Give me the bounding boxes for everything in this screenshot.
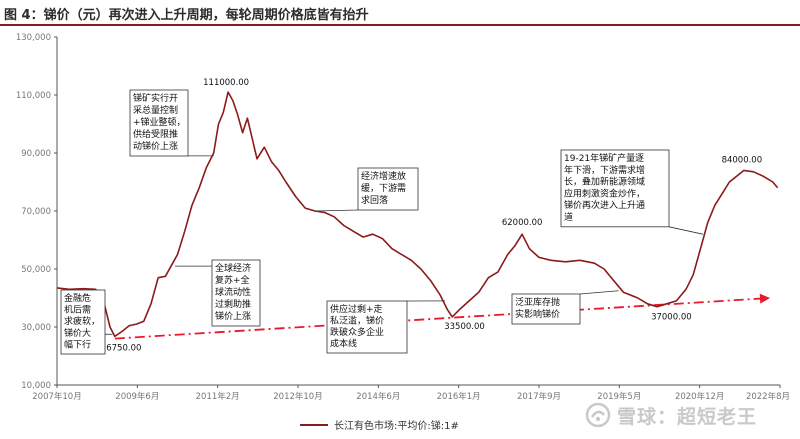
annotation-text: 应用刺激资金炒作，	[564, 187, 645, 199]
annotation-connector	[314, 209, 359, 212]
annotation-text: 求回落	[361, 194, 388, 206]
annotation-text: +锑业整顿，	[133, 116, 186, 128]
annotation-connector	[668, 226, 703, 235]
annotation-text: 动锑价上涨	[133, 140, 178, 152]
annotation-text: 经济增速放	[361, 170, 406, 182]
x-tick-label: 2012年10月	[273, 391, 322, 402]
point-label: 37000.00	[651, 313, 692, 323]
y-tick-label: 10,000	[21, 381, 51, 391]
annotation-text: 跌破众多企业	[330, 326, 384, 338]
point-label: 26750.00	[101, 343, 142, 353]
annotation-text: 复苏+全	[215, 274, 250, 286]
trend-line	[114, 297, 767, 340]
x-tick-label: 2011年2月	[196, 391, 240, 402]
annotation-text: 采总量控制	[133, 104, 178, 116]
y-tick-label: 30,000	[21, 323, 51, 333]
watermark: 雪球：超短老王	[585, 398, 757, 432]
annotation-text: 锑价上涨	[215, 310, 251, 322]
annotation-text: 长，叠加新能源领域	[564, 176, 645, 188]
annotation-text: 求疲软，	[64, 315, 100, 327]
annotation-text: 供给受限推	[133, 128, 178, 140]
y-tick-label: 110,000	[16, 91, 51, 101]
x-tick-label: 2007年10月	[32, 391, 81, 402]
annotation-text: 锑矿实行开	[133, 92, 178, 104]
x-tick-label: 2020年12月	[675, 391, 724, 402]
annotation-text: 道	[564, 211, 573, 223]
annotation-text: 年下滑，下游需求增	[564, 164, 645, 176]
legend-label: 长江有色市场:平均价:锑:1#	[334, 419, 459, 432]
annotation-text: 金融危	[64, 292, 91, 304]
x-tick-label: 2009年6月	[115, 391, 159, 402]
watermark-text: 雪球：超短老王	[617, 405, 758, 428]
annotation-box	[129, 89, 189, 157]
x-tick-label: 2019年5月	[597, 391, 641, 402]
annotation-text: 锑价大	[64, 327, 91, 339]
annotation-text: 过剩助推	[215, 298, 251, 310]
annotation-text: 幅下行	[64, 338, 91, 350]
annotation-box	[511, 293, 581, 325]
trend-arrowhead	[759, 293, 770, 304]
point-label: 62000.00	[502, 218, 543, 228]
annotation-box	[357, 167, 419, 211]
annotation-text: 缓，下游需	[361, 182, 406, 194]
y-tick-label: 90,000	[21, 149, 51, 159]
x-tick-label: 2022年8月	[746, 391, 790, 402]
annotation-text: 全球经济	[215, 262, 251, 274]
snowball-logo-icon	[585, 402, 611, 428]
annotation-text: 实影响锑价	[515, 308, 560, 320]
annotation-text: 私泛滥，锑价	[330, 315, 384, 327]
y-tick-label: 70,000	[21, 207, 51, 217]
point-label: 33500.00	[444, 322, 485, 332]
annotation-text: 锑价再次进入上升通	[564, 199, 645, 211]
price-series-line	[56, 91, 779, 338]
x-tick-label: 2017年9月	[517, 391, 561, 402]
x-tick-label: 2014年6月	[356, 391, 400, 402]
annotation-box	[560, 149, 670, 228]
point-label: 111000.00	[203, 78, 249, 88]
annotation-connector	[579, 290, 619, 295]
annotation-text: 球流动性	[215, 286, 251, 298]
annotation-box	[60, 289, 106, 355]
x-tick-label: 2016年1月	[437, 391, 481, 402]
annotation-text: 供应过剩+走	[330, 303, 383, 315]
y-tick-label: 130,000	[16, 33, 51, 43]
title-bar: 图 4：锑价（元）再次进入上升周期，每轮周期价格底皆有抬升	[0, 0, 800, 26]
annotation-text: 机后需	[64, 304, 91, 316]
annotation-box	[326, 300, 408, 354]
point-label: 84000.00	[722, 155, 763, 165]
annotation-text: 19-21年锑矿产量逐	[564, 152, 644, 164]
annotation-text: 成本线	[330, 338, 357, 350]
annotation-text: 泛亚库存抛	[515, 296, 560, 308]
y-tick-label: 50,000	[21, 265, 51, 275]
chart-title: 图 4：锑价（元）再次进入上升周期，每轮周期价格底皆有抬升	[4, 8, 369, 23]
annotation-box	[211, 259, 261, 327]
